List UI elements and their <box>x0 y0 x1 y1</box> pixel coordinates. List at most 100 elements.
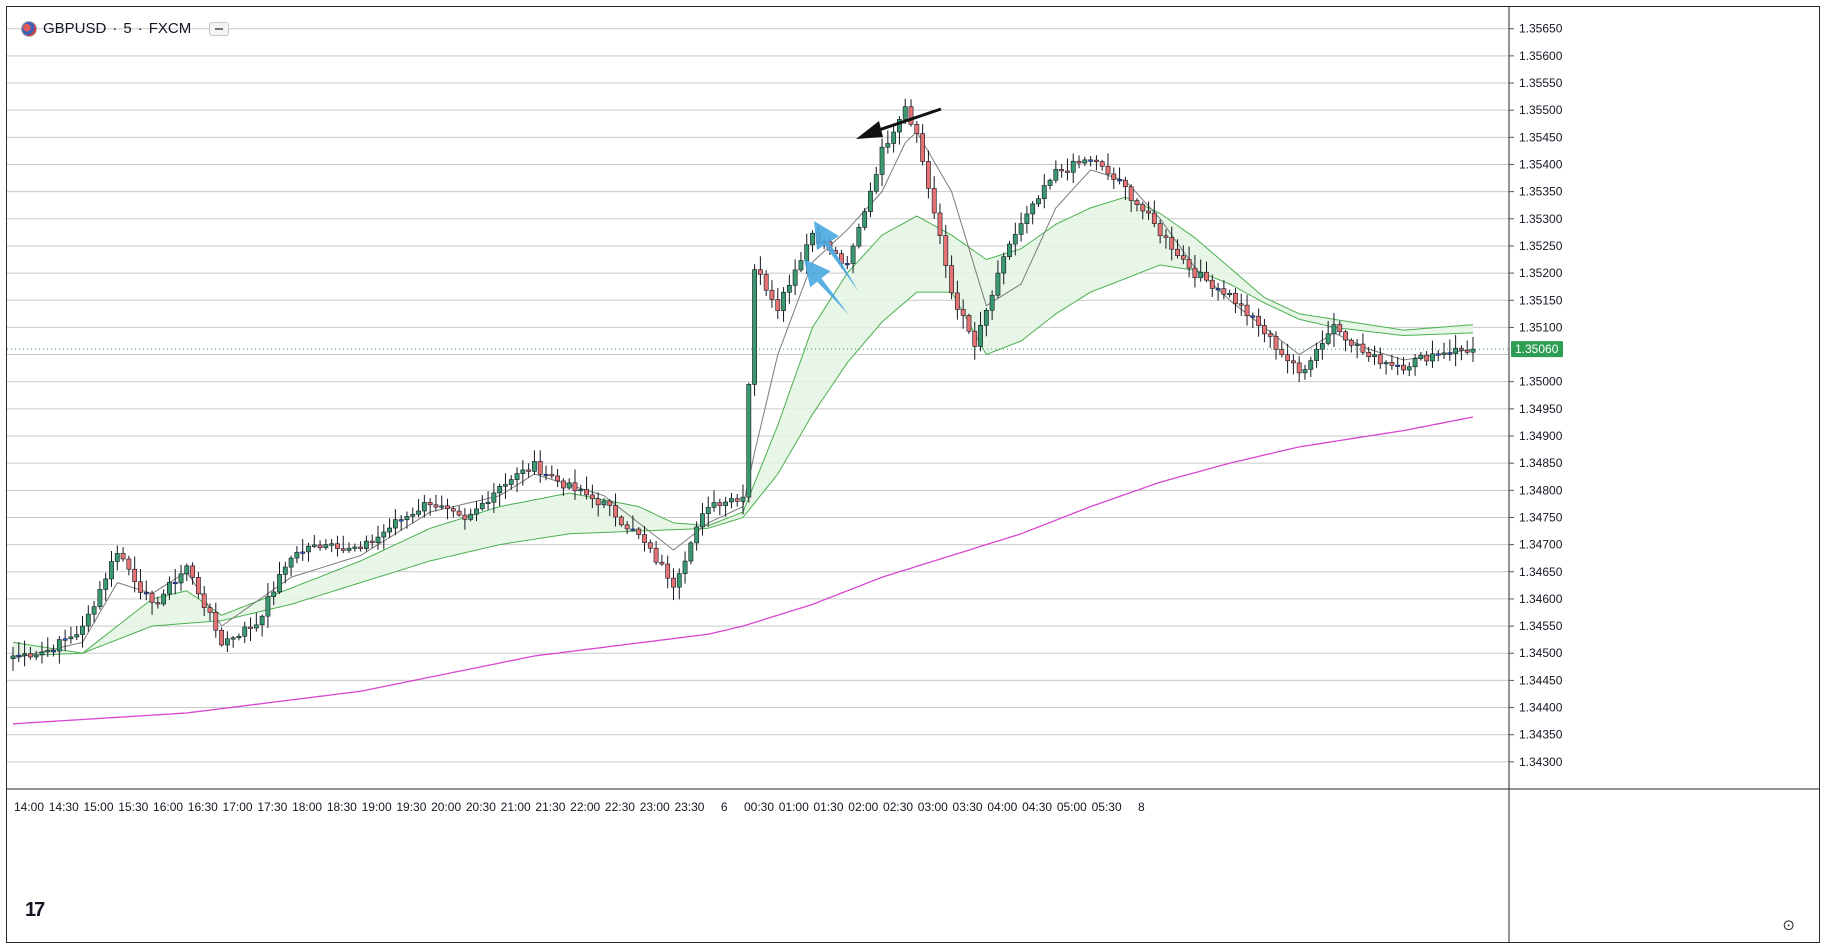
candle <box>1209 274 1215 298</box>
candle <box>630 515 636 531</box>
time-tick-label: 8 <box>1138 800 1145 814</box>
price-tick-label: 1.35400 <box>1519 157 1563 171</box>
candle <box>323 539 329 551</box>
candle <box>184 563 190 582</box>
candle <box>1134 198 1140 212</box>
candle <box>294 546 300 564</box>
candle <box>1389 354 1395 370</box>
candle <box>410 507 416 524</box>
candle <box>856 223 862 249</box>
candle <box>1273 331 1279 360</box>
candle <box>665 555 671 589</box>
candle <box>688 541 694 565</box>
candle <box>618 515 624 527</box>
gear-icon[interactable]: ⊙ <box>1782 917 1795 934</box>
candle <box>514 467 520 493</box>
candle <box>769 280 775 308</box>
candle <box>230 636 236 648</box>
last-price-tag[interactable] <box>1511 341 1563 358</box>
candle <box>1377 347 1383 369</box>
candle <box>1435 350 1441 362</box>
candle <box>682 551 688 584</box>
minus-icon[interactable] <box>209 21 230 36</box>
candle <box>1244 294 1250 326</box>
price-tick-label: 1.34700 <box>1519 538 1563 552</box>
price-tick-label: 1.34350 <box>1519 728 1563 742</box>
price-tick-label: 1.35250 <box>1519 239 1563 253</box>
candle <box>798 251 804 273</box>
time-tick-label: 14:00 <box>14 800 44 814</box>
candle <box>462 508 468 530</box>
time-tick-label: 04:30 <box>1022 800 1052 814</box>
candle <box>1018 212 1024 242</box>
candle <box>1372 345 1377 365</box>
candle <box>978 311 983 352</box>
price-tick-label: 1.34550 <box>1519 619 1563 633</box>
candle <box>468 508 474 522</box>
candle <box>1279 341 1285 358</box>
candle <box>914 121 920 143</box>
candle <box>421 494 427 518</box>
candle <box>607 499 613 517</box>
time-tick-label: 23:00 <box>640 800 670 814</box>
candle <box>1285 343 1291 374</box>
time-axis[interactable]: 14:00 14:30 15:00 15:30 16:00 16:30 17:00 17:30… <box>7 788 1819 814</box>
candle <box>277 561 282 594</box>
candle <box>132 556 138 593</box>
candle <box>572 469 578 500</box>
time-tick-label: 23:30 <box>674 800 704 814</box>
candle <box>224 631 230 653</box>
price-tick-label: 1.35650 <box>1519 22 1563 36</box>
candle <box>39 641 45 664</box>
candle <box>775 288 781 319</box>
candle <box>1175 239 1180 259</box>
candle <box>873 166 879 194</box>
candle <box>236 633 242 641</box>
candle <box>1238 293 1244 316</box>
candle <box>1418 351 1424 361</box>
tradingview-logo-icon[interactable]: 17 <box>25 899 45 921</box>
candle <box>966 313 972 335</box>
bullish-cloud <box>13 197 1473 656</box>
time-tick-label: 02:00 <box>848 800 878 814</box>
candle <box>508 475 514 490</box>
candle <box>155 596 161 609</box>
candle <box>566 478 572 490</box>
candle <box>960 299 966 329</box>
candle <box>613 493 618 527</box>
price-chart[interactable]: 1.35650 1.35600 1.35550 1.35500 1.35450 1.354… <box>7 7 1819 942</box>
candle <box>1464 340 1470 355</box>
time-tick-label: 03:00 <box>918 800 948 814</box>
candle <box>786 274 792 304</box>
time-tick-label: 05:30 <box>1092 800 1122 814</box>
candle <box>178 564 184 592</box>
candle <box>1325 321 1331 346</box>
candle <box>1169 226 1175 261</box>
candle <box>734 493 740 507</box>
candle <box>1041 174 1047 209</box>
time-tick-label: 16:30 <box>188 800 218 814</box>
price-axis[interactable]: 1.35650 1.35600 1.35550 1.35500 1.35450 1.354… <box>7 7 1563 942</box>
candle <box>549 465 555 479</box>
time-tick-label: 20:00 <box>431 800 461 814</box>
candle <box>595 492 601 517</box>
candle <box>659 554 665 567</box>
candle <box>1088 156 1094 167</box>
candle <box>335 535 340 557</box>
candle <box>201 585 207 617</box>
candle <box>1354 338 1360 359</box>
candle <box>879 138 885 187</box>
candle <box>1360 333 1366 356</box>
candle <box>676 568 682 600</box>
symbol-legend[interactable]: GBPUSD · 5 · FXCM <box>21 20 230 37</box>
price-tick-label: 1.34750 <box>1519 510 1563 524</box>
price-tick-label: 1.34450 <box>1519 673 1563 687</box>
time-tick-label: 01:30 <box>814 800 844 814</box>
candle <box>207 603 213 621</box>
candle <box>74 625 80 641</box>
candle <box>364 535 369 552</box>
candle <box>1343 329 1348 352</box>
candle <box>404 511 410 529</box>
candle <box>138 569 143 600</box>
price-tick-label: 1.34600 <box>1519 592 1563 606</box>
